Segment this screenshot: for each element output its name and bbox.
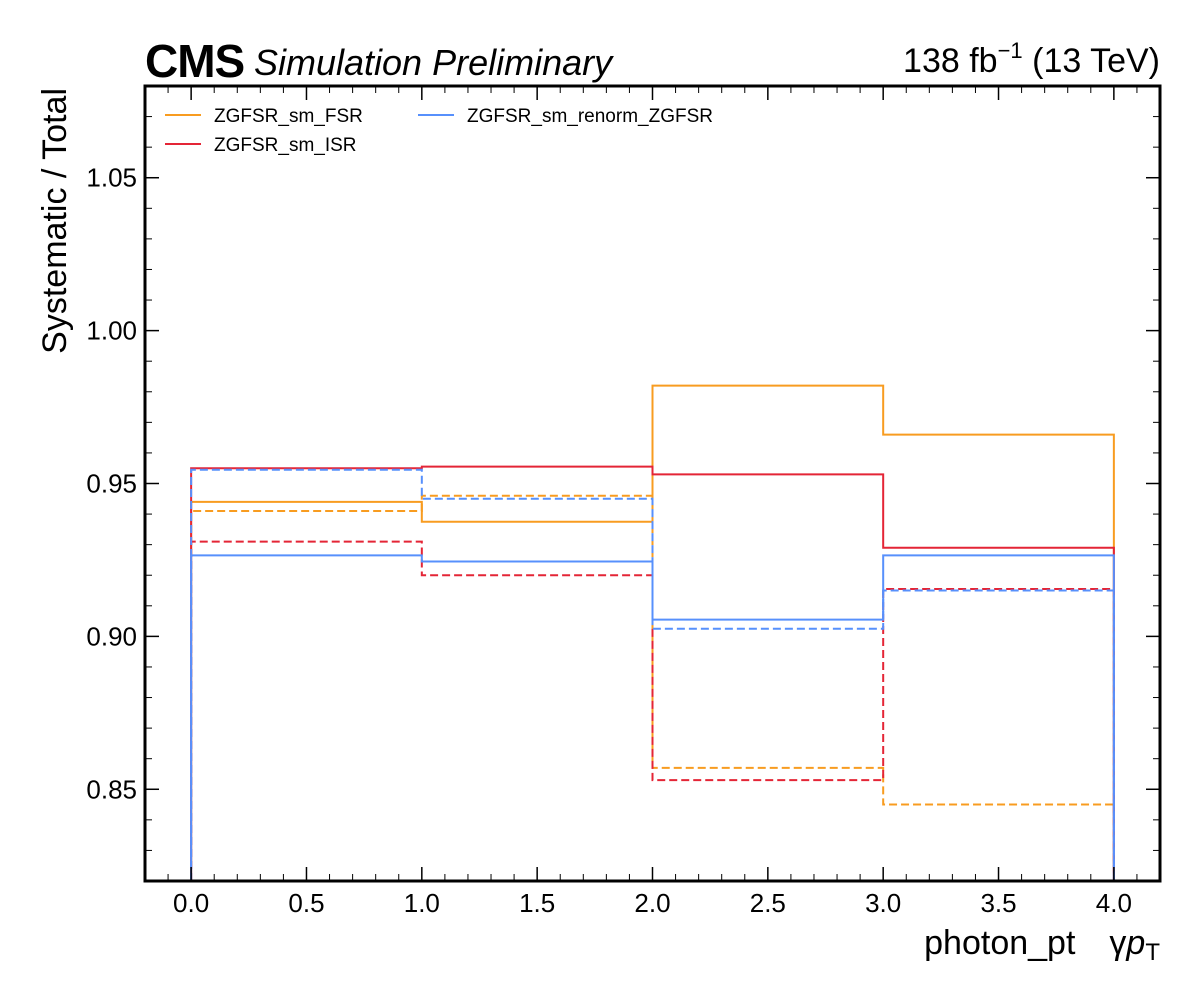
- x-axis-label-p: p: [1125, 924, 1145, 962]
- cms-sublabel: Simulation Preliminary: [254, 42, 614, 83]
- x-tick-label: 3.0: [865, 888, 901, 918]
- legend-label: ZGFSR_sm_ISR: [214, 135, 357, 156]
- series-1-up-line: [190, 384, 1115, 881]
- x-axis-label-main: photon_pt: [924, 924, 1076, 962]
- cms-label: CMS: [145, 35, 244, 87]
- x-tick-label: 2.5: [750, 888, 786, 918]
- y-tick-label: 0.85: [86, 774, 137, 804]
- x-axis-label: photon_pt γpT: [924, 924, 1160, 966]
- axis-ticks: 0.0 0.5 1.0 1.5 2.0 2.5 3.0 3.5 4.0 0.85 0.90 0.95 1…: [86, 85, 1161, 918]
- legend-label: ZGFSR_sm_renorm_ZGFSR: [467, 106, 713, 127]
- x-axis-label-sub: T: [1145, 939, 1160, 966]
- x-tick-label: 0.5: [288, 888, 324, 918]
- x-tick-label: 1.0: [404, 888, 440, 918]
- legend-label: ZGFSR_sm_FSR: [214, 106, 363, 127]
- series-2-up-line: [190, 465, 1115, 881]
- y-tick-label: 1.05: [86, 163, 137, 193]
- lumi-label: 138 fb−1 (13 TeV): [903, 38, 1160, 80]
- lumi-number: 138 fb: [903, 42, 998, 80]
- x-tick-label: 3.5: [980, 888, 1016, 918]
- lumi-energy: (13 TeV): [1023, 42, 1160, 80]
- series-1-down-line: [190, 494, 1115, 881]
- y-tick-label: 0.90: [86, 621, 137, 651]
- x-tick-label: 4.0: [1096, 888, 1132, 918]
- series-2-down-line: [190, 540, 1115, 881]
- y-tick-label: 1.00: [86, 316, 137, 346]
- x-axis-label-symbol: γ: [1109, 924, 1126, 962]
- legend: ZGFSR_sm_FSR ZGFSR_sm_ISR ZGFSR_sm_renorm_…: [165, 106, 713, 156]
- y-tick-label: 0.95: [86, 469, 137, 499]
- plot-area: [190, 384, 1115, 881]
- x-tick-label: 2.0: [634, 888, 670, 918]
- x-tick-label: 1.5: [519, 888, 555, 918]
- series-3-down-line: [190, 468, 1115, 881]
- series-3-up-line: [190, 554, 1115, 881]
- lumi-exponent: −1: [998, 38, 1023, 63]
- x-tick-label: 0.0: [173, 888, 209, 918]
- y-axis-label: Systematic / Total: [36, 88, 74, 354]
